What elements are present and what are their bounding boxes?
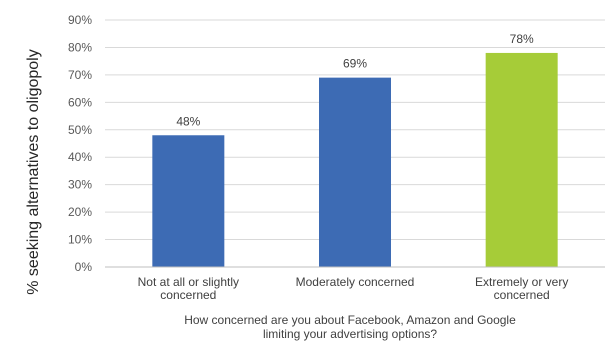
- x-category-label: Not at all or slightly: [138, 275, 239, 289]
- bar: [319, 77, 391, 267]
- x-axis-categories: Not at all or slightlyconcernedModeratel…: [138, 275, 569, 302]
- y-tick-label: 40%: [68, 150, 92, 164]
- x-axis-title: How concerned are you about Facebook, Am…: [184, 313, 516, 341]
- bars: [152, 52, 558, 267]
- y-tick-label: 60%: [68, 95, 92, 109]
- y-tick-label: 90%: [68, 13, 92, 27]
- x-category-label: Moderately concerned: [296, 275, 415, 289]
- y-tick-label: 50%: [68, 123, 92, 137]
- x-axis-title-line: How concerned are you about Facebook, Am…: [184, 313, 516, 327]
- y-tick-label: 20%: [68, 205, 92, 219]
- bar-value-label: 78%: [510, 32, 534, 46]
- bar: [485, 52, 558, 267]
- data-labels: 48% 69% 78%: [176, 32, 534, 128]
- bar: [152, 135, 225, 267]
- y-tick-label: 0%: [75, 260, 93, 274]
- x-category-label: concerned: [494, 288, 550, 302]
- y-axis-title: % seeking alternatives to oligopoly: [25, 49, 42, 294]
- x-category-label: Extremely or very: [475, 275, 568, 289]
- y-axis-ticks: 0% 10% 20% 30% 40% 50% 60% 70% 80% 90%: [68, 13, 92, 274]
- bar-value-label: 48%: [176, 114, 200, 128]
- x-category-label: concerned: [160, 288, 216, 302]
- y-tick-label: 30%: [68, 178, 92, 192]
- y-tick-label: 10%: [68, 233, 92, 247]
- y-tick-label: 70%: [68, 68, 92, 82]
- bar-value-label: 69%: [343, 57, 367, 71]
- y-tick-label: 80%: [68, 40, 92, 54]
- x-axis-title-line: limiting your advertising options?: [263, 327, 437, 341]
